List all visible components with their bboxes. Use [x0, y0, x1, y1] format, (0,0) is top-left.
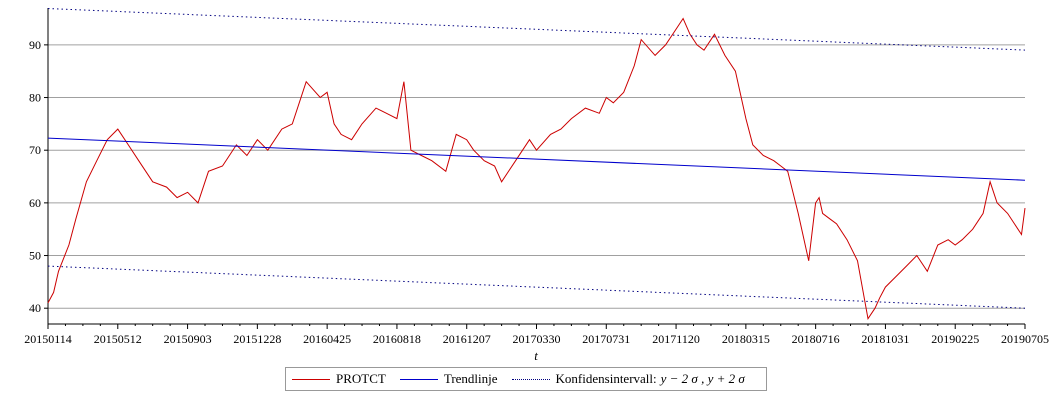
legend-swatch-protct: [292, 378, 330, 380]
axes: [47, 8, 1025, 325]
series-group: [47, 8, 1026, 321]
x-tick-label-20170330: 20170330: [513, 332, 561, 346]
legend-label-confidence: Konfidensintervall:: [555, 371, 657, 386]
y-tick-label-50: 50: [29, 249, 41, 263]
legend-swatch-trend: [399, 378, 438, 380]
legend-label-trend: Trendlinje: [443, 371, 498, 386]
series-line-konfidensintervall-lower: [47, 265, 1026, 309]
x-tick-label-20171120: 20171120: [652, 332, 700, 346]
x-tick-label-20150114: 20150114: [24, 332, 72, 346]
series-line-konfidensintervall: [47, 8, 1026, 51]
x-axis-ticks: 20150114 20150512 20150903 20151228 20160425…: [24, 324, 1049, 346]
legend-swatch-confidence: [511, 378, 550, 380]
x-tick-label-20161207: 20161207: [443, 332, 491, 346]
y-tick-label-40: 40: [29, 301, 41, 315]
x-tick-label-20160818: 20160818: [373, 332, 421, 346]
x-tick-label-20190225: 20190225: [931, 332, 979, 346]
legend: PROTCT Trendlinje Konfidensintervall: y …: [285, 367, 767, 391]
legend-item-trend: Trendlinje: [399, 371, 498, 387]
x-tick-label-20151228: 20151228: [233, 332, 281, 346]
y-tick-label-90: 90: [29, 38, 41, 52]
x-tick-label-20150512: 20150512: [94, 332, 142, 346]
x-tick-label-20180716: 20180716: [792, 332, 840, 346]
series-line-protct: [47, 17, 1026, 321]
y-tick-label-70: 70: [29, 143, 41, 157]
legend-label-protct: PROTCT: [336, 371, 386, 386]
x-tick-label-20181031: 20181031: [861, 332, 909, 346]
y-tick-label-60: 60: [29, 196, 41, 210]
grid-lines: [48, 44, 1025, 309]
y-axis-ticks: 40 50 60 70 80 90: [29, 38, 48, 315]
x-tick-label-20160425: 20160425: [303, 332, 351, 346]
x-tick-label-20170731: 20170731: [582, 332, 630, 346]
x-axis-title: t: [534, 348, 538, 363]
legend-formula: y − 2 σ , y + 2 σ: [660, 371, 745, 386]
legend-item-confidence: Konfidensintervall: y − 2 σ , y + 2 σ: [511, 371, 745, 387]
legend-item-protct: PROTCT: [292, 371, 386, 387]
x-tick-label-20190705: 20190705: [1001, 332, 1049, 346]
x-tick-label-20180315: 20180315: [722, 332, 770, 346]
x-tick-label-20150903: 20150903: [164, 332, 212, 346]
y-tick-label-80: 80: [29, 91, 41, 105]
series-line-trendlinje: [47, 137, 1026, 181]
